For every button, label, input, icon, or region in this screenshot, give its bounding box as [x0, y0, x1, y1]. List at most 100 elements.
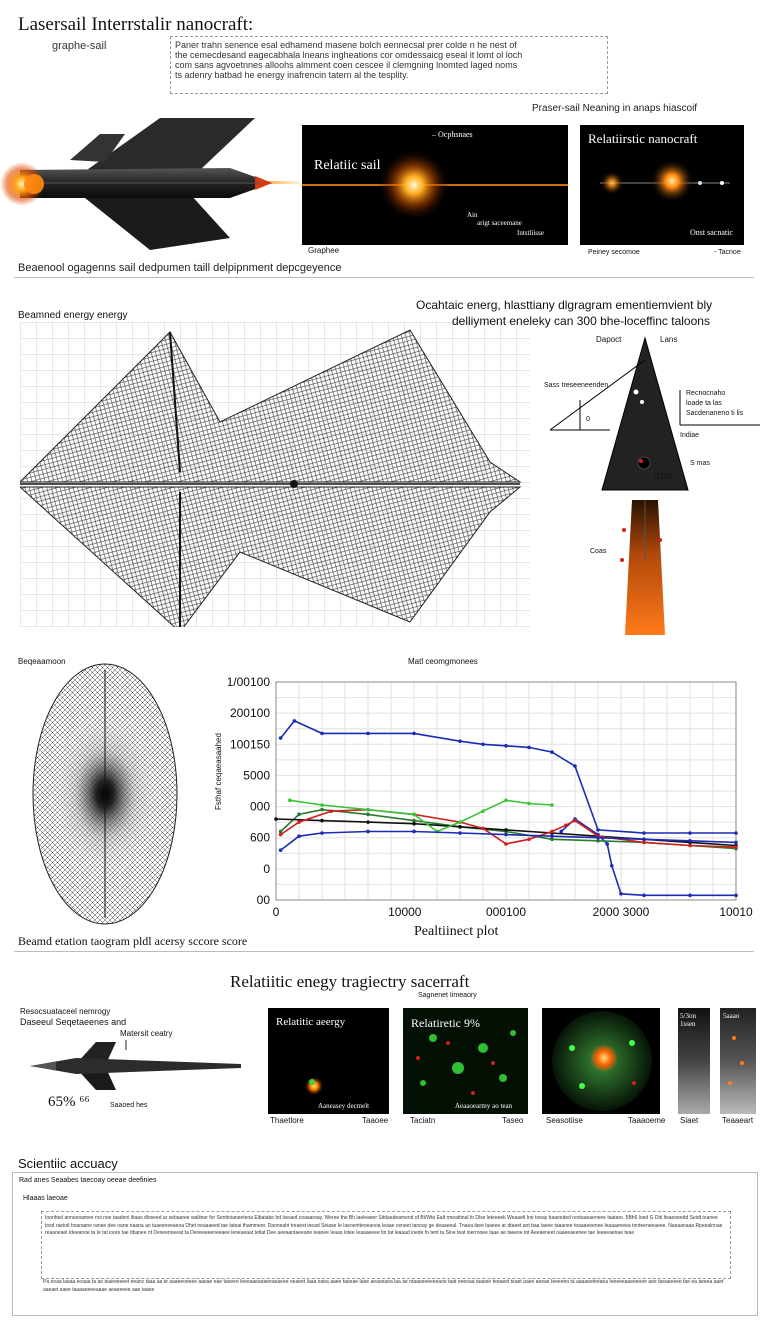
intro-line: ts adenry batbad he energy inafrencin ta…	[175, 70, 409, 80]
panel-tag: – Ocphsnaes	[432, 130, 473, 139]
trajectory-left-label: Resocsuataceel nemrogy	[20, 1007, 111, 1016]
chart-data-point	[550, 829, 554, 834]
chart-data-point	[734, 893, 738, 898]
panel-caption: Siaet	[680, 1116, 699, 1125]
chart-data-point	[458, 820, 462, 824]
chart-data-point	[292, 719, 297, 723]
chart-data-point	[481, 742, 485, 747]
chart-data-point	[573, 818, 577, 823]
side-caption: Praser-sail Neaning in anaps hiascoif	[532, 103, 698, 114]
chart-data-point	[288, 798, 292, 803]
plume-label: Coas	[590, 548, 607, 555]
chart-xlabel: Pealtiinect plot	[414, 924, 499, 939]
page-title: Lasersail Interrstalir nanocraft:	[18, 14, 254, 35]
chart-x-tick-label: 0	[273, 905, 280, 919]
chart-data-point	[278, 848, 283, 852]
panel-caption: Taseo	[502, 1116, 524, 1125]
chart-data-point	[610, 863, 614, 868]
chart-data-point	[688, 893, 692, 898]
chart-data-point	[619, 891, 623, 896]
energy-chart: Matl ceomgmonees Fsthaf ceqaeasaahed 1/0…	[214, 658, 758, 940]
chart-data-point	[297, 834, 301, 838]
intro-line: Paner trahn senence esal edhamend masene…	[175, 40, 517, 50]
chart-data-point	[596, 828, 600, 832]
chart-data-point	[412, 818, 416, 823]
panel-caption: Taaaoeme	[628, 1116, 666, 1125]
divider	[14, 951, 754, 952]
panel-inner-label: Aeaaoearmy ao tean	[455, 1102, 513, 1110]
chart-data-point	[412, 812, 416, 817]
chart-data-point	[642, 837, 646, 842]
chart-data-point	[596, 835, 600, 840]
chart-data-point	[278, 832, 283, 837]
chart-x-tick-label: 10000	[388, 905, 422, 919]
chart-y-tick-label: 00	[257, 893, 271, 907]
divider	[14, 277, 754, 278]
panel-title: 5aaao	[723, 1012, 740, 1020]
panel-corner-label: Onst sacnatic	[690, 228, 733, 237]
cone-side-label: Recnocnaho	[686, 390, 726, 397]
panel-note: Intstliisse	[517, 229, 544, 237]
trajectory-subheading: Sagnenet Iimeaory	[418, 992, 477, 999]
chart-ylabel: Fsthaf ceqaeasaahed	[214, 733, 223, 810]
intro-line: the cemecdesand eagecabhala lneans inghe…	[175, 50, 523, 60]
trajectory-callout: Matersit ceatry	[120, 1029, 173, 1038]
chart-data-point	[458, 825, 462, 829]
chart-data-point	[642, 840, 646, 845]
chart-data-point	[320, 818, 324, 823]
chart-data-point	[320, 731, 324, 736]
cone-side-label: Sass treseeneenden	[544, 382, 609, 389]
chart-y-tick-label: 600	[250, 831, 270, 845]
chart-x-tick-label: 10010	[719, 905, 753, 919]
chart-series-line	[279, 719, 736, 834]
section-caption: Beamd etation taogram pldl acersy sccore…	[18, 934, 248, 948]
page-subtitle: graphe-sail	[52, 40, 107, 52]
panel-title: Relatiirstic nanocraft	[588, 131, 698, 146]
cone-value: 0100	[655, 472, 673, 481]
chart-data-point	[412, 829, 416, 834]
chart-series-line	[280, 830, 737, 851]
chart-series-line	[560, 817, 736, 897]
panel-note: arigt saceemane	[477, 219, 522, 227]
chart-data-point	[320, 803, 324, 807]
chart-data-point	[278, 829, 283, 834]
footer-paragraph: Pa eoaa laaaa eoaaa ta ao ieaeoeeeet eea…	[43, 1279, 724, 1293]
cone-zero-label: 0	[586, 416, 590, 423]
trajectory-left-label: Daseeul Seqetaeenes and	[20, 1017, 127, 1027]
chart-data-point	[642, 893, 646, 898]
chart-data-point	[504, 828, 508, 832]
panel-title: Relatiretic 9%	[411, 1016, 480, 1030]
chart-frame	[275, 681, 737, 901]
chart-data-point	[412, 731, 416, 736]
sphere-label: Beqeaamoon	[18, 657, 66, 666]
chart-data-point	[504, 842, 508, 846]
chart-data-point	[278, 736, 283, 740]
panel-dots-graphic	[728, 1036, 744, 1085]
chart-title: Matl ceomgmonees	[408, 657, 478, 666]
chart-data-point	[412, 821, 416, 826]
chart-data-point	[366, 829, 370, 834]
trajectory-panel-5: 5aaao	[720, 1008, 756, 1114]
chart-y-tick-label: 100150	[230, 737, 270, 751]
trajectory-percent-note: Saaoed hes	[110, 1102, 148, 1109]
cone-inner-label: S mas	[690, 460, 710, 467]
chart-data-point	[320, 831, 324, 835]
chart-data-point	[550, 837, 554, 842]
chart-data-point	[504, 798, 508, 803]
chart-data-point	[481, 826, 485, 831]
trajectory-heading: Relatiitic enegy tragiectry sacerraft	[230, 972, 470, 991]
panel-caption: Graphee	[308, 246, 340, 255]
panel-dots-graphic	[416, 1030, 516, 1095]
chart-data-point	[734, 845, 738, 849]
chart-data-point	[481, 809, 485, 814]
chart-y-tick-label: 1/00100	[228, 675, 270, 689]
deployment-title-line: delliyment eneleky can 300 bhe-loceffinc…	[452, 314, 710, 328]
cone-diagram	[549, 336, 760, 635]
chart-y-tick-label: 000	[250, 800, 270, 814]
chart-data-point	[458, 739, 462, 743]
chart-data-point	[366, 731, 370, 736]
chart-data-point	[596, 839, 600, 843]
chart-data-point	[458, 831, 462, 835]
trajectory-panel-2: Relatiretic 9% Aeaaoearmy ao tean	[403, 1008, 528, 1114]
